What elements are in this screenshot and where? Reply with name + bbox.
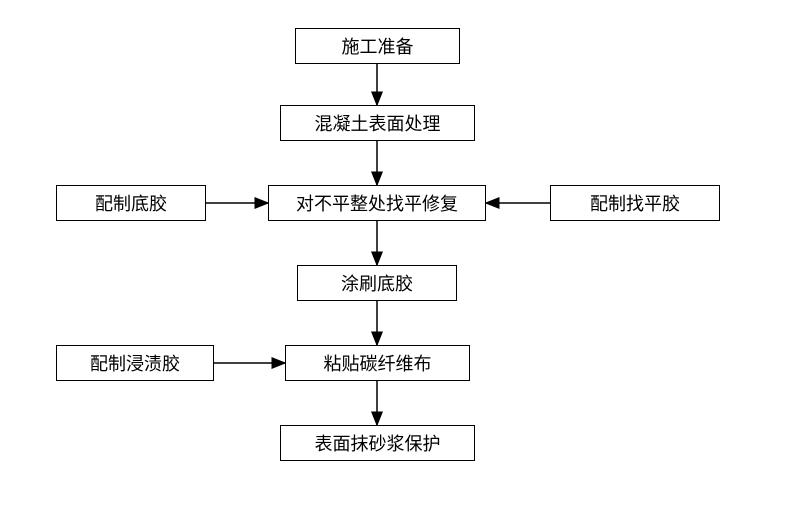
node-label: 对不平整处找平修复	[296, 190, 458, 216]
node-label: 表面抹砂浆保护	[315, 430, 441, 456]
node-label: 混凝土表面处理	[315, 110, 441, 136]
flowchart-node-n1: 施工准备	[295, 28, 460, 64]
flowchart-node-s1: 配制底胶	[56, 185, 206, 221]
flowchart-node-n6: 表面抹砂浆保护	[280, 425, 475, 461]
node-label: 粘贴碳纤维布	[324, 350, 432, 376]
node-label: 配制找平胶	[590, 190, 680, 216]
flowchart-node-n2: 混凝土表面处理	[280, 105, 475, 141]
flowchart-node-n3: 对不平整处找平修复	[268, 185, 486, 221]
node-label: 配制底胶	[95, 190, 167, 216]
node-label: 涂刷底胶	[341, 270, 413, 296]
flowchart-node-n4: 涂刷底胶	[297, 265, 457, 301]
node-label: 配制浸渍胶	[90, 350, 180, 376]
flowchart-node-s3: 配制浸渍胶	[56, 345, 214, 381]
flowchart-node-s2: 配制找平胶	[550, 185, 720, 221]
flowchart-node-n5: 粘贴碳纤维布	[285, 345, 470, 381]
node-label: 施工准备	[342, 33, 414, 59]
